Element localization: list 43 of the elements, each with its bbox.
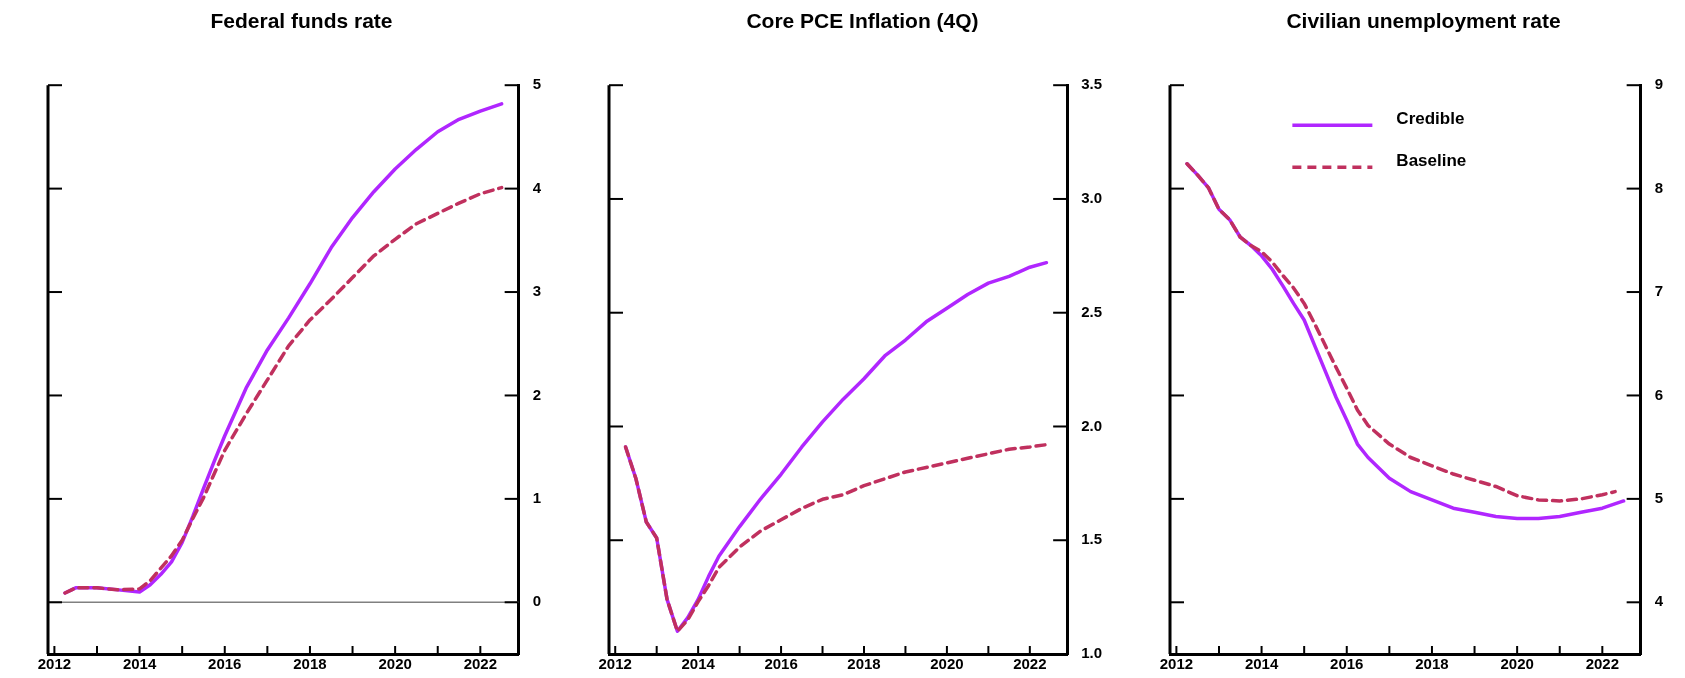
x-tick-label: 2020 xyxy=(378,655,412,673)
x-tick-label: 2014 xyxy=(122,655,157,673)
y-tick-label: 5 xyxy=(532,75,541,93)
line-series xyxy=(63,185,504,595)
y-tick-label: 2.0 xyxy=(1081,416,1103,434)
y-tick-label: 1.0 xyxy=(1081,644,1103,662)
x-tick-label: 2016 xyxy=(1330,655,1364,673)
y-tick-label: 1.5 xyxy=(1081,530,1103,548)
y-tick-label: 7 xyxy=(1654,282,1663,300)
y-tick-label: 3.0 xyxy=(1081,189,1103,207)
x-tick-label: 2022 xyxy=(463,655,498,673)
x-tick-label: 2016 xyxy=(764,655,798,673)
y-tick-label: 4 xyxy=(1654,592,1664,610)
x-tick-label: 2014 xyxy=(681,655,716,673)
y-tick-label: 2 xyxy=(532,385,541,403)
chart-title: Core PCE Inflation (4Q) xyxy=(746,9,979,33)
y-tick-label: 6 xyxy=(1654,385,1663,403)
x-tick-label: 2018 xyxy=(293,655,327,673)
legend-label: Baseline xyxy=(1396,151,1467,171)
x-tick-label: 2012 xyxy=(598,655,632,673)
x-tick-label: 2020 xyxy=(1500,655,1534,673)
x-tick-label: 2012 xyxy=(37,655,72,673)
y-tick-label: 3.5 xyxy=(1081,75,1103,93)
x-tick-label: 2022 xyxy=(1013,655,1047,673)
chart-title: Federal funds rate xyxy=(210,9,393,33)
legend-label: Credible xyxy=(1396,109,1465,129)
line-series xyxy=(623,442,1049,633)
y-tick-label: 1 xyxy=(532,489,541,507)
y-tick-label: 3 xyxy=(532,282,541,300)
x-tick-label: 2022 xyxy=(1585,655,1620,673)
x-tick-label: 2018 xyxy=(1415,655,1449,673)
y-tick-label: 2.5 xyxy=(1081,302,1103,320)
x-tick-label: 2012 xyxy=(1159,655,1194,673)
y-tick-label: 4 xyxy=(532,178,542,196)
x-tick-label: 2014 xyxy=(1244,655,1279,673)
y-tick-label: 8 xyxy=(1654,178,1663,196)
y-tick-label: 5 xyxy=(1654,489,1663,507)
chart-title: Civilian unemployment rate xyxy=(1286,9,1561,33)
x-tick-label: 2016 xyxy=(208,655,242,673)
x-tick-label: 2018 xyxy=(847,655,881,673)
x-tick-label: 2020 xyxy=(930,655,964,673)
y-tick-label: 0 xyxy=(532,592,541,610)
y-tick-label: 9 xyxy=(1654,75,1663,93)
